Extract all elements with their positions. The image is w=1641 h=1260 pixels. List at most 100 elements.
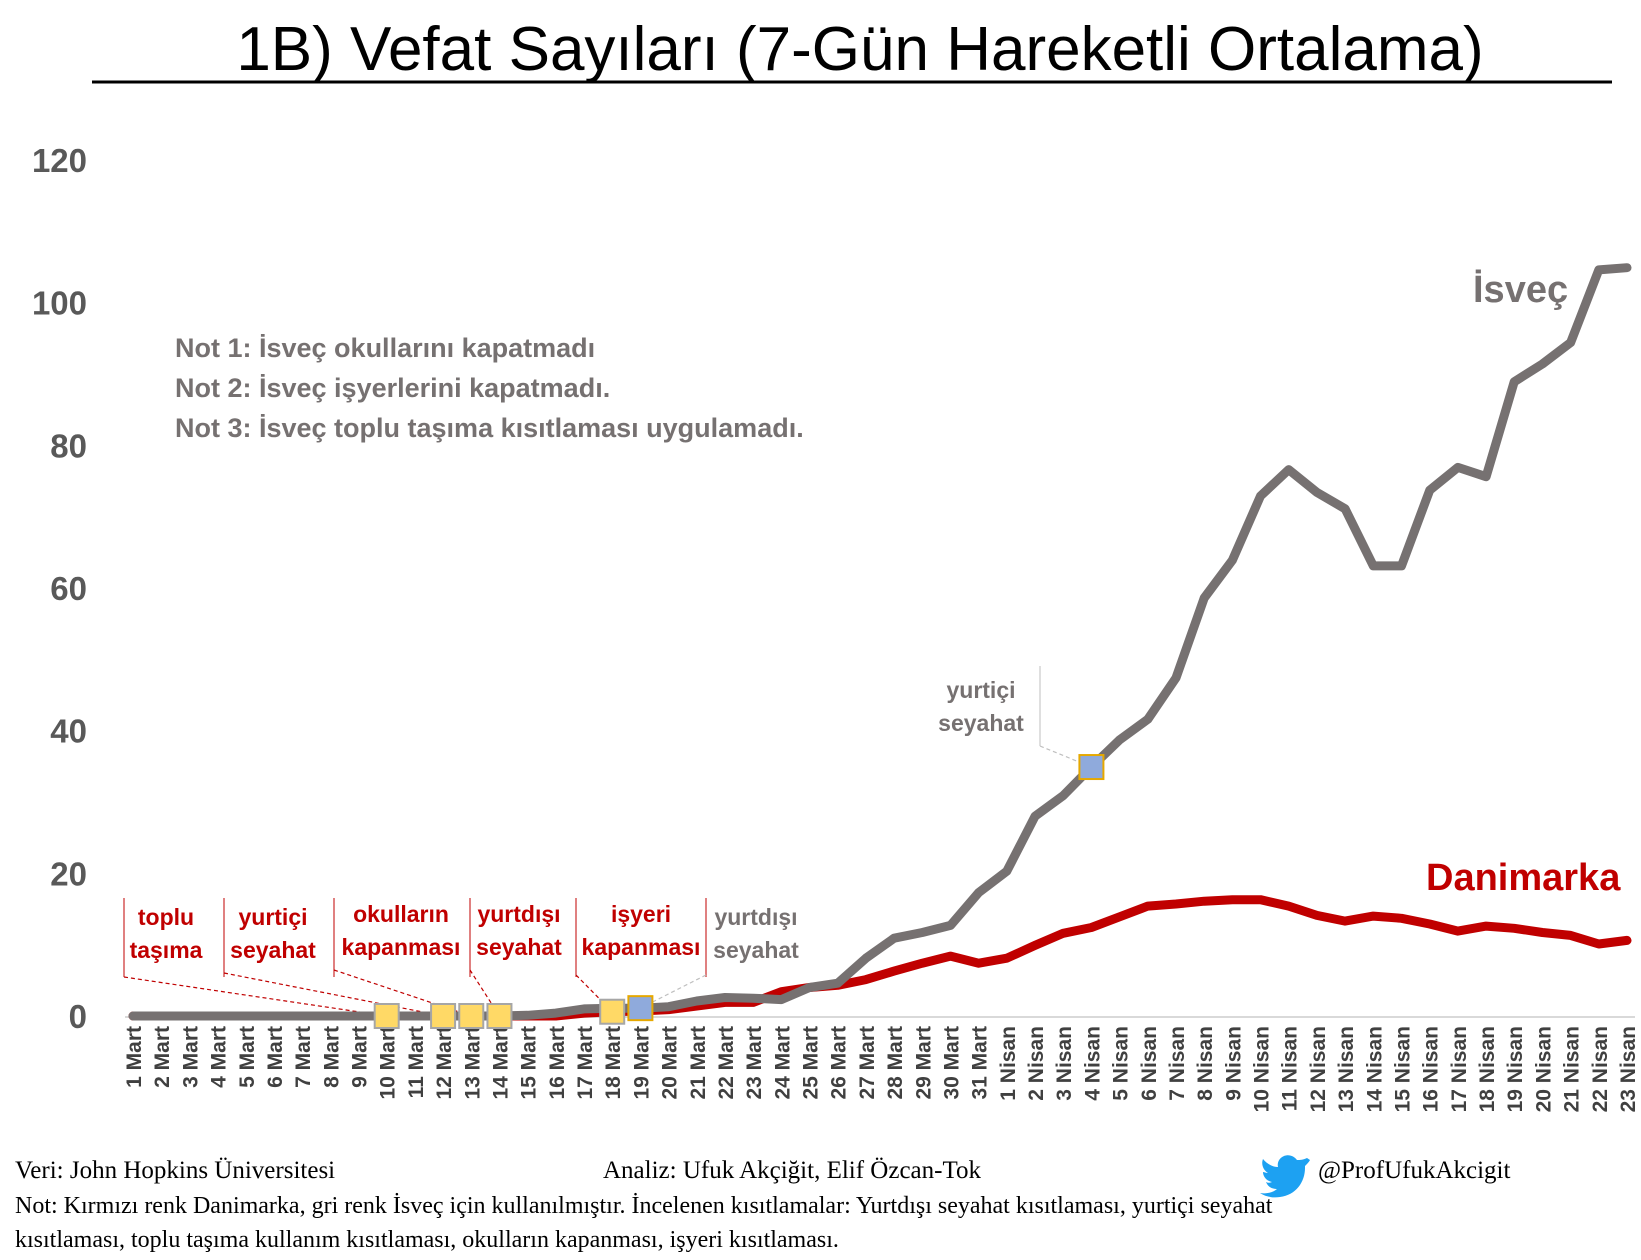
event-markers: [373, 754, 1105, 1029]
y-tick-label: 100: [32, 285, 87, 322]
x-tick-label: 13 Mart: [461, 1026, 484, 1100]
series-label-sweden: İsveç: [1473, 269, 1568, 311]
x-tick-label: 5 Mart: [236, 1026, 259, 1088]
event-marker: [373, 1003, 400, 1029]
event-leader-line: [223, 972, 444, 1017]
x-tick-label: 14 Nisan: [1363, 1026, 1386, 1112]
x-tick-label: 8 Nisan: [1194, 1026, 1217, 1101]
x-tick-label: 1 Mart: [123, 1026, 146, 1088]
event-annotations: toplu taşıma yurtiçi seyahat okulların kapanm…: [123, 666, 1092, 1017]
x-tick-label: 12 Nisan: [1307, 1026, 1330, 1112]
x-tick-label: 6 Nisan: [1138, 1026, 1161, 1101]
event-label: okulların: [353, 901, 449, 927]
y-tick-label: 20: [50, 855, 87, 892]
event-label: seyahat: [713, 937, 799, 963]
footer-note-line-1: Not: Kırmızı renk Danimarka, gri renk İs…: [15, 1193, 1273, 1219]
x-tick-label: 21 Mart: [687, 1026, 710, 1100]
x-tick-label: 23 Nisan: [1617, 1026, 1640, 1112]
y-tick-label: 0: [69, 998, 87, 1035]
x-tick-label: 26 Mart: [828, 1026, 851, 1100]
x-tick-label: 15 Mart: [518, 1026, 541, 1100]
event-leader-line: [123, 976, 387, 1017]
x-tick-label: 19 Nisan: [1504, 1026, 1527, 1112]
y-tick-label: 80: [50, 427, 87, 464]
y-tick-label: 40: [50, 713, 87, 750]
y-tick-label: 60: [50, 570, 87, 607]
note-3: Not 3: İsveç toplu taşıma kısıtlaması uy…: [175, 413, 804, 443]
x-tick-label: 13 Nisan: [1335, 1026, 1358, 1112]
event-marker: [430, 1003, 457, 1029]
y-tick-label: 120: [32, 142, 87, 179]
footer-note-line-2: kısıtlaması, toplu taşıma kullanım kısıt…: [15, 1227, 839, 1253]
x-tick-label: 4 Nisan: [1081, 1026, 1104, 1101]
event-label: yurtdışı: [714, 904, 797, 930]
x-tick-label: 12 Mart: [433, 1026, 456, 1100]
x-tick-label: 20 Mart: [659, 1026, 682, 1100]
event-label: yurtdışı: [477, 901, 560, 927]
event-label: seyahat: [230, 937, 316, 963]
chart-title: 1B) Vefat Sayıları (7-Gün Hareketli Orta…: [236, 15, 1483, 84]
x-tick-label: 16 Mart: [546, 1026, 569, 1100]
event-marker: [458, 1003, 485, 1029]
x-tick-label: 16 Nisan: [1420, 1026, 1443, 1112]
x-tick-label: 22 Nisan: [1589, 1026, 1612, 1112]
x-tick-label: 21 Nisan: [1561, 1026, 1584, 1112]
x-tick-label: 2 Mart: [151, 1026, 174, 1088]
x-tick-label: 27 Mart: [856, 1026, 879, 1100]
footer-twitter: @ProfUfukAkcigit: [1318, 1157, 1510, 1184]
x-tick-label: 15 Nisan: [1391, 1026, 1414, 1112]
x-tick-label: 30 Mart: [940, 1026, 963, 1100]
bird-icon: [1260, 1155, 1310, 1198]
x-tick-label: 23 Mart: [743, 1026, 766, 1100]
event-label: seyahat: [476, 934, 562, 960]
event-label: işyeri: [611, 901, 671, 927]
x-tick-label: 9 Mart: [349, 1026, 372, 1088]
x-tick-label: 7 Nisan: [1166, 1026, 1189, 1101]
x-tick-label: 8 Mart: [320, 1026, 343, 1088]
event-marker: [1078, 754, 1105, 781]
x-tick-label: 22 Mart: [715, 1026, 738, 1100]
event-label: yurtiçi: [238, 904, 307, 930]
x-tick-label: 9 Nisan: [1222, 1026, 1245, 1101]
y-axis: 0 20 40 60 80 100 120: [32, 142, 87, 1035]
event-label: toplu: [138, 904, 194, 930]
x-axis: 1 Mart 2 Mart 3 Mart 4 Mart 5 Mart 6 Mart 7 Ma…: [123, 1016, 1640, 1112]
event-marker: [599, 998, 626, 1025]
event-label: yurtiçi: [946, 677, 1015, 703]
event-label: kapanması: [582, 934, 701, 960]
x-tick-label: 29 Mart: [912, 1026, 935, 1100]
x-tick-label: 4 Mart: [208, 1026, 231, 1088]
event-label: taşıma: [130, 937, 203, 963]
x-tick-label: 5 Nisan: [1110, 1026, 1133, 1101]
x-tick-label: 14 Mart: [489, 1026, 512, 1100]
x-tick-label: 28 Mart: [884, 1026, 907, 1100]
x-tick-label: 18 Nisan: [1476, 1026, 1499, 1112]
x-tick-label: 19 Mart: [630, 1026, 653, 1100]
footer-source: Veri: John Hopkins Üniversitesi: [15, 1157, 335, 1184]
note-2: Not 2: İsveç işyerlerini kapatmadı.: [175, 373, 610, 403]
x-tick-label: 25 Mart: [800, 1026, 823, 1100]
event-leader-line: [1039, 745, 1092, 768]
x-tick-label: 2 Nisan: [1025, 1026, 1048, 1101]
x-tick-label: 10 Mart: [377, 1026, 400, 1100]
x-tick-label: 10 Nisan: [1251, 1026, 1274, 1112]
x-tick-label: 20 Nisan: [1532, 1026, 1555, 1112]
x-tick-label: 6 Mart: [264, 1026, 287, 1088]
x-tick-label: 3 Mart: [179, 1026, 202, 1088]
x-tick-label: 7 Mart: [292, 1026, 315, 1088]
x-tick-label: 18 Mart: [602, 1026, 625, 1100]
note-1: Not 1: İsveç okullarını kapatmadı: [175, 333, 595, 363]
x-tick-label: 3 Nisan: [1053, 1026, 1076, 1101]
x-tick-label: 17 Mart: [574, 1026, 597, 1100]
x-tick-label: 24 Mart: [771, 1026, 794, 1100]
series-label-denmark: Danimarka: [1426, 857, 1621, 899]
x-tick-label: 1 Nisan: [997, 1026, 1020, 1101]
footer-analysis: Analiz: Ufuk Akçiğit, Elif Özcan-Tok: [603, 1157, 982, 1184]
event-label: kapanması: [342, 934, 461, 960]
x-tick-label: 11 Nisan: [1279, 1026, 1302, 1111]
event-label: seyahat: [938, 710, 1024, 736]
event-marker: [486, 1003, 513, 1029]
x-tick-label: 11 Mart: [405, 1026, 428, 1098]
x-tick-label: 31 Mart: [969, 1026, 992, 1100]
